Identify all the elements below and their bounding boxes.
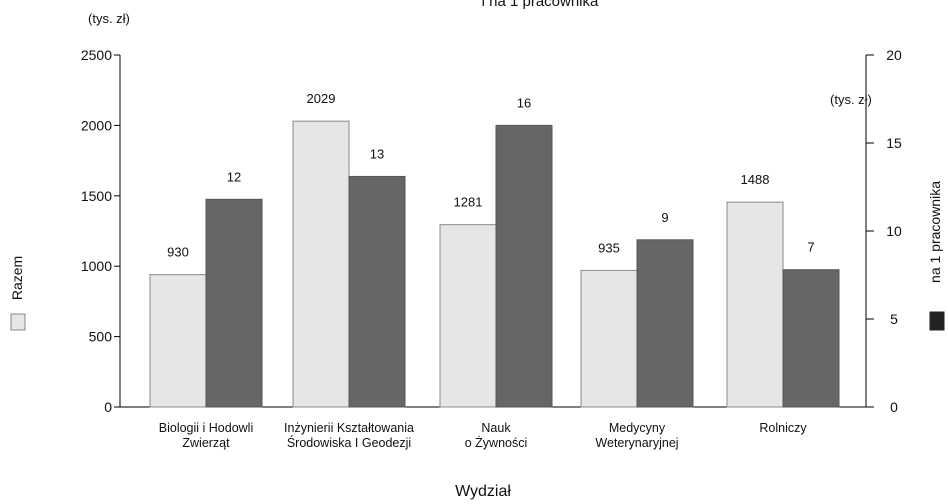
category-label: Medycyny Weterynaryjnej <box>595 421 678 450</box>
left-tick-label: 1500 <box>81 188 112 204</box>
bar-na-1-pracownika <box>205 198 263 408</box>
bar-razem <box>580 269 638 408</box>
legend-right-label: na 1 pracownika <box>927 181 943 283</box>
legend-left-swatch <box>10 313 26 331</box>
bar-value-label-razem: 2029 <box>307 91 336 106</box>
left-tick-label: 2500 <box>81 47 112 63</box>
bar-value-label-na-1-pracownika: 12 <box>227 169 241 184</box>
bar-value-labels: 930 12 2029 13 1281 16 935 9 1488 7 <box>167 91 814 259</box>
bar-na-1-pracownika <box>348 175 406 408</box>
right-y-axis: 0 5 10 15 20 <box>865 47 902 415</box>
chart-title: i na 1 pracownika <box>482 0 599 10</box>
category-label: Biologii i Hodowli Zwierząt <box>159 421 254 450</box>
bar-value-label-razem: 1488 <box>741 172 770 187</box>
left-tick-label: 0 <box>104 399 112 415</box>
bar-razem <box>292 120 350 408</box>
left-y-axis: 0 500 1000 1500 2000 2500 <box>81 47 121 415</box>
bar-value-label-na-1-pracownika: 13 <box>370 146 384 161</box>
bar-value-label-razem: 1281 <box>454 195 483 210</box>
bar-na-1-pracownika <box>495 124 553 408</box>
category-labels: Biologii i Hodowli Zwierząt Inżynierii Ksz… <box>159 421 808 450</box>
legend-right-swatch <box>929 311 945 331</box>
legend-left-label: Razem <box>9 256 25 300</box>
bar-na-1-pracownika <box>782 269 840 408</box>
category-label: Inżynierii Kształtowania Środowiska I Geo… <box>284 421 414 450</box>
bar-razem <box>726 201 784 408</box>
right-tick-label: 10 <box>886 223 902 239</box>
category-label: Rolniczy <box>759 421 807 435</box>
right-tick-label: 15 <box>886 135 902 151</box>
left-tick-label: 500 <box>89 329 113 345</box>
right-tick-label: 20 <box>886 47 902 63</box>
bar-value-label-na-1-pracownika: 7 <box>807 240 814 255</box>
bar-razem <box>439 224 497 408</box>
bar-value-label-razem: 930 <box>167 245 189 260</box>
right-tick-label: 5 <box>890 311 898 327</box>
bar-na-1-pracownika <box>636 239 694 408</box>
left-axis-unit: (tys. zł) <box>88 11 130 26</box>
left-tick-label: 1000 <box>81 258 112 274</box>
left-tick-label: 2000 <box>81 117 112 133</box>
x-axis-label: Wydział <box>455 483 511 500</box>
category-label: Nauk o Żywności <box>465 421 528 450</box>
bar-value-label-razem: 935 <box>598 240 620 255</box>
bars <box>149 120 840 408</box>
right-tick-label: 0 <box>890 399 898 415</box>
bar-value-label-na-1-pracownika: 16 <box>517 95 531 110</box>
bar-value-label-na-1-pracownika: 9 <box>661 210 668 225</box>
right-axis-unit: (tys. zł) <box>830 92 872 107</box>
bar-razem <box>149 274 207 408</box>
